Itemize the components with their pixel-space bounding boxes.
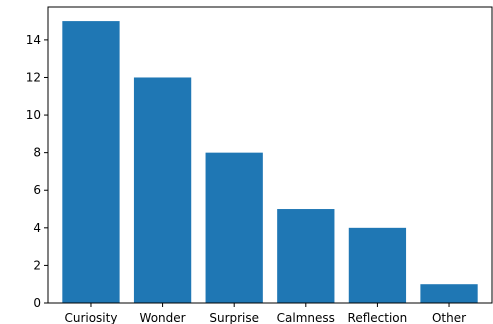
- y-tick-label: 4: [33, 221, 41, 235]
- bar-wonder: [133, 77, 192, 303]
- y-axis: 0 2 4 6 8 10 12 14: [26, 33, 48, 310]
- bar-curiosity: [62, 21, 120, 303]
- bar-series: [62, 21, 478, 303]
- x-axis: Curiosity Wonder Surprise Calmness Reflectio…: [64, 303, 466, 324]
- y-tick-label: 8: [33, 146, 41, 160]
- x-tick-label: Surprise: [209, 311, 259, 324]
- x-tick-label: Curiosity: [64, 311, 117, 324]
- bar-surprise: [205, 152, 263, 303]
- x-tick-label: Reflection: [348, 311, 408, 324]
- x-tick-label: Calmness: [277, 311, 335, 324]
- y-tick-label: 14: [26, 33, 41, 47]
- y-tick-label: 6: [33, 183, 41, 197]
- y-tick-label: 12: [26, 70, 41, 84]
- y-tick-label: 2: [33, 258, 41, 272]
- bar-calmness: [277, 209, 335, 303]
- bar-other: [420, 284, 478, 303]
- plot-frame: [47, 6, 493, 304]
- bar-reflection: [348, 227, 407, 303]
- y-tick-label: 0: [33, 296, 41, 310]
- x-tick-label: Other: [432, 311, 466, 324]
- plot-background: [48, 7, 492, 303]
- x-tick-label: Wonder: [140, 311, 186, 324]
- y-tick-label: 10: [26, 108, 41, 122]
